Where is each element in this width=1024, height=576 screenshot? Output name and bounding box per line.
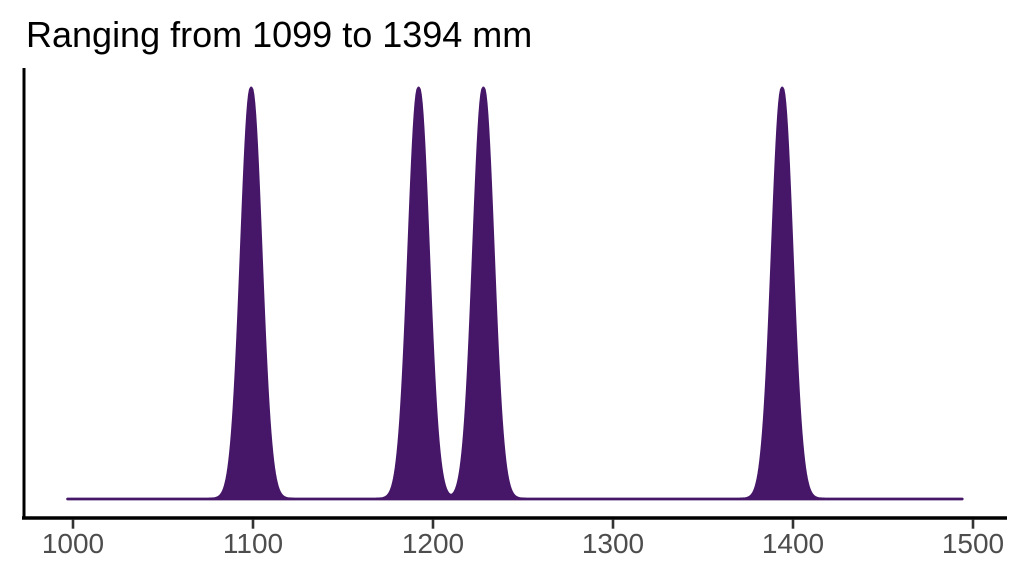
x-axis-tick-label: 1500 (942, 528, 1004, 559)
x-axis-tick-label: 1000 (42, 528, 104, 559)
x-axis-tick-label: 1400 (762, 528, 824, 559)
x-axis-tick-label: 1200 (402, 528, 464, 559)
density-curve (66, 86, 964, 501)
x-axis-tick-label: 1300 (582, 528, 644, 559)
x-axis-tick-label: 1100 (223, 528, 283, 559)
chart-title: Ranging from 1099 to 1394 mm (26, 14, 533, 55)
